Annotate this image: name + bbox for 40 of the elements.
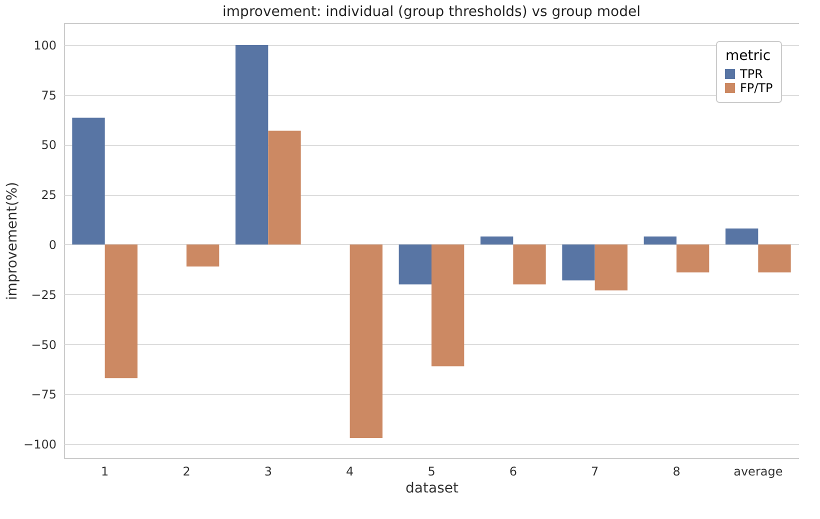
chart-title: improvement: individual (group thresholds) vs group model	[222, 4, 640, 20]
bar	[644, 236, 676, 244]
y-axis-title: improvement(%)	[4, 182, 21, 300]
x-tick-label: 2	[182, 464, 190, 478]
x-tick-label: 8	[672, 464, 680, 478]
legend-label: FP/TP	[740, 81, 773, 95]
y-tick-label: −25	[31, 288, 56, 302]
x-tick-label: 5	[428, 464, 436, 478]
y-tick-label: 0	[48, 238, 56, 252]
bar	[236, 44, 268, 244]
y-tick-label: 100	[34, 38, 56, 52]
y-tick-label: −50	[31, 338, 56, 352]
y-tick-label: 75	[41, 88, 56, 102]
x-tick-label: 4	[346, 464, 354, 478]
x-tick-label: 1	[101, 464, 109, 478]
bar	[513, 244, 546, 284]
bar	[562, 244, 595, 280]
bar	[676, 244, 710, 272]
bar	[268, 130, 301, 244]
bar	[104, 244, 138, 378]
bar	[186, 244, 220, 266]
legend-label: TPR	[739, 67, 763, 81]
y-tick-label: 50	[41, 138, 56, 152]
bar	[350, 244, 382, 438]
bar	[72, 118, 105, 244]
y-tick-label: −75	[31, 388, 56, 402]
x-tick-label: 6	[509, 464, 517, 478]
bar	[398, 244, 432, 284]
x-tick-label: 3	[264, 464, 272, 478]
bar	[480, 236, 514, 244]
bar	[726, 228, 758, 244]
bar	[594, 244, 628, 290]
legend-title: metric	[725, 48, 771, 64]
y-tick-label: −100	[24, 438, 56, 452]
x-tick-label: 7	[591, 464, 599, 478]
x-tick-label: average	[734, 464, 783, 478]
y-tick-label: 25	[41, 188, 56, 202]
bar	[432, 244, 464, 366]
x-axis-title: dataset	[406, 480, 459, 496]
bar	[758, 244, 791, 272]
